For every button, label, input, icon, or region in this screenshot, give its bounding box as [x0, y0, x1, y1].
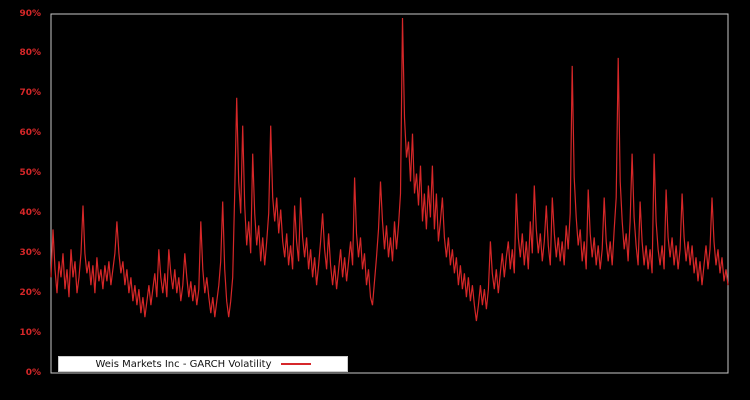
legend-line-swatch: [280, 363, 311, 365]
legend-label: Weis Markets Inc - GARCH Volatility: [95, 358, 272, 370]
y-axis-tick-label: 50%: [19, 168, 41, 179]
y-axis-tick-label: 60%: [19, 128, 41, 139]
y-axis-tick-label: 20%: [19, 287, 41, 298]
plot-border: [50, 13, 729, 374]
y-axis-tick-label: 30%: [19, 247, 41, 258]
legend: Weis Markets Inc - GARCH Volatility: [58, 356, 348, 372]
y-axis-tick-label: 80%: [19, 48, 41, 59]
y-axis-tick-label: 0%: [25, 367, 41, 378]
y-axis-tick-label: 90%: [19, 8, 41, 19]
volatility-series-line: [50, 17, 729, 322]
y-axis-tick-label: 70%: [19, 88, 41, 99]
y-axis-tick-label: 10%: [19, 327, 41, 338]
y-axis-tick-label: 40%: [19, 207, 41, 218]
